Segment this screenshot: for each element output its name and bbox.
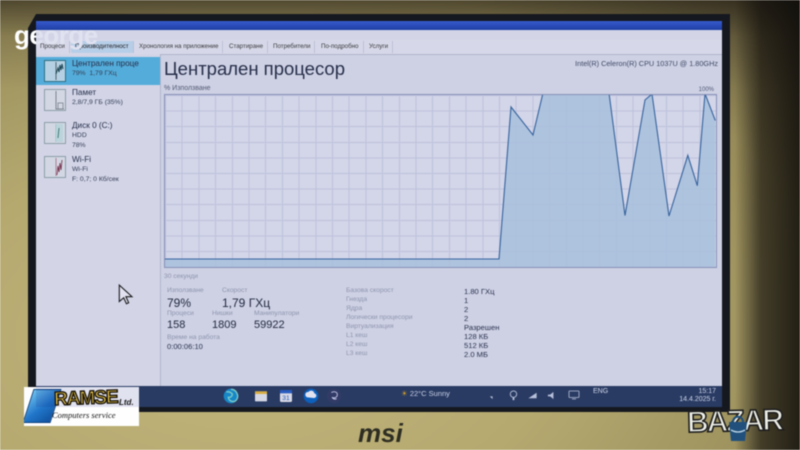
svg-text:31: 31 (282, 395, 290, 402)
